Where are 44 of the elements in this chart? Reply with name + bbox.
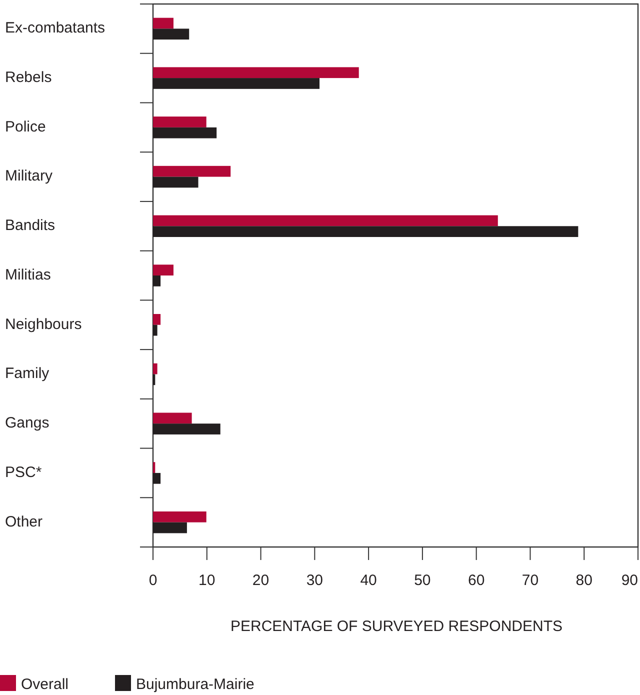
x-axis-title: PERCENTAGE OF SURVEYED RESPONDENTS (230, 618, 563, 635)
x-tick-label: 20 (252, 572, 270, 589)
bar (153, 412, 192, 424)
bar (153, 472, 161, 484)
y-tick-label: Military (5, 168, 53, 185)
bar (153, 78, 320, 89)
bar (153, 424, 220, 434)
x-tick-label: 70 (522, 572, 539, 589)
bar (153, 511, 206, 522)
y-tick-label: Ex-combatants (5, 20, 106, 37)
x-tick-label: 0 (148, 572, 158, 589)
y-tick-label: Gangs (5, 414, 50, 432)
bar (153, 67, 359, 78)
bar (153, 166, 231, 177)
y-tick-label: Police (5, 118, 46, 136)
x-tick-label: 60 (468, 572, 485, 589)
y-tick-label: Bandits (5, 217, 56, 234)
bar (153, 28, 190, 40)
x-tick-label: 30 (306, 572, 324, 589)
y-tick-label: Family (5, 365, 50, 382)
x-tick-label: 10 (198, 572, 216, 589)
bar (153, 314, 161, 325)
legend-label: Bujumbura-Mairie (136, 676, 254, 693)
x-tick-label: 40 (360, 572, 377, 589)
bar (153, 522, 187, 534)
bar (153, 127, 217, 138)
bar (153, 264, 174, 276)
legend-label: Overall (21, 676, 69, 693)
x-tick-label: 50 (414, 572, 431, 589)
bar (153, 226, 578, 237)
y-tick-label: PSC* (5, 464, 42, 481)
bar (153, 363, 158, 374)
y-tick-label: Neighbours (5, 316, 82, 333)
y-tick-label: Other (5, 513, 43, 530)
x-tick-label: 90 (621, 572, 638, 589)
bar (153, 276, 161, 286)
bar (153, 176, 198, 188)
x-tick-label: 80 (576, 572, 592, 589)
bar (153, 116, 206, 128)
bar (153, 18, 174, 29)
bar (153, 215, 498, 226)
bar (153, 324, 158, 336)
y-tick-label: Militias (5, 266, 51, 284)
y-tick-label: Rebels (5, 69, 52, 86)
